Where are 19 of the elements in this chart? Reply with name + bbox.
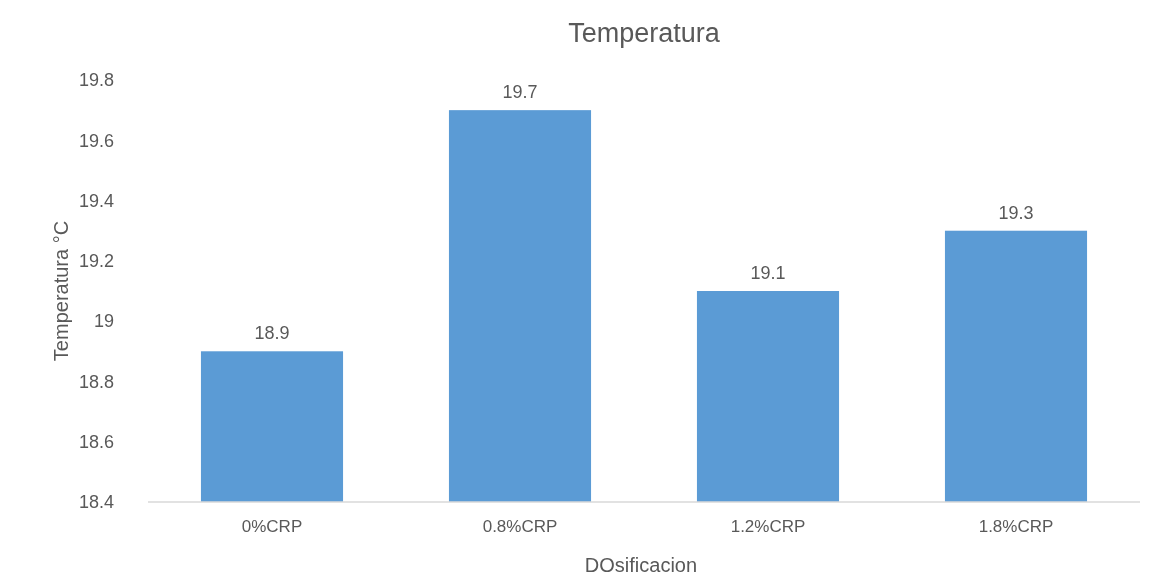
chart-title: Temperatura	[568, 18, 721, 48]
y-tick-label: 19	[93, 311, 114, 332]
x-tick-label: 0%CRP	[241, 517, 303, 536]
x-tick-label: 1.2%CRP	[730, 517, 806, 536]
data-label: 19.3	[998, 202, 1034, 223]
y-tick-label: 19.8	[78, 70, 114, 91]
y-tick-label: 18.4	[78, 492, 114, 513]
data-label: 18.9	[254, 323, 290, 344]
y-tick-label: 18.6	[78, 432, 114, 453]
x-tick-label: 0.8%CRP	[482, 517, 558, 536]
data-label: 19.1	[750, 263, 786, 283]
x-axis-title: DOsificacion	[584, 554, 698, 576]
y-tick-label: 19.4	[78, 190, 114, 211]
y-axis-title: Temperatura °C	[50, 220, 72, 362]
y-tick-label: 19.2	[78, 251, 114, 272]
x-tick-label: 1.8%CRP	[978, 517, 1054, 536]
data-label: 19.7	[502, 82, 538, 103]
y-tick-label: 18.8	[78, 371, 114, 392]
y-tick-label: 19.6	[78, 130, 114, 151]
